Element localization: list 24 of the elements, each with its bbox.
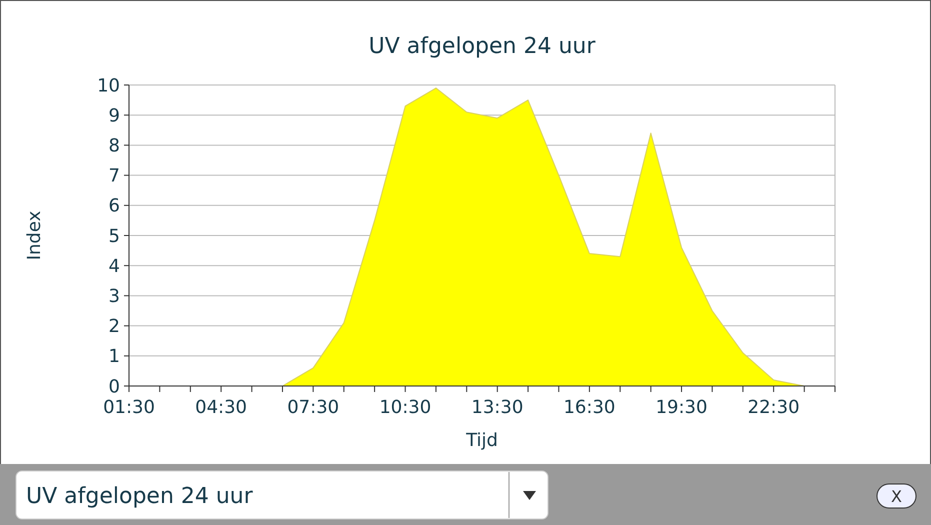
x-tick-label: 16:30	[563, 397, 616, 418]
chart-title: UV afgelopen 24 uur	[368, 34, 596, 59]
x-tick-label: 07:30	[287, 397, 340, 418]
text: X	[891, 487, 902, 506]
y-tick-label: 6	[108, 196, 120, 217]
x-tick-label: 13:30	[471, 397, 524, 418]
x-tick-label: 10:30	[379, 397, 432, 418]
x-tick-label: 01:30	[103, 397, 155, 418]
y-axis-title: Index	[24, 210, 45, 260]
x-tick-label: 04:30	[195, 397, 248, 418]
y-tick-label: 10	[97, 75, 120, 96]
y-tick-label: 9	[108, 105, 120, 126]
y-tick-label: 4	[108, 256, 120, 277]
text: UV afgelopen 24 uur	[26, 484, 254, 509]
y-tick-label: 0	[108, 376, 120, 398]
y-tick-label: 8	[108, 136, 120, 156]
y-tick-label: 7	[108, 166, 120, 187]
y-tick-label: 5	[108, 226, 120, 247]
x-axis-title: Tijd	[465, 430, 498, 451]
y-tick-label: 3	[108, 286, 120, 307]
y-tick-label: 1	[108, 346, 120, 368]
x-tick-label: 19:30	[656, 397, 708, 418]
x-tick-label: 22:30	[748, 397, 800, 418]
y-tick-label: 2	[108, 316, 120, 338]
